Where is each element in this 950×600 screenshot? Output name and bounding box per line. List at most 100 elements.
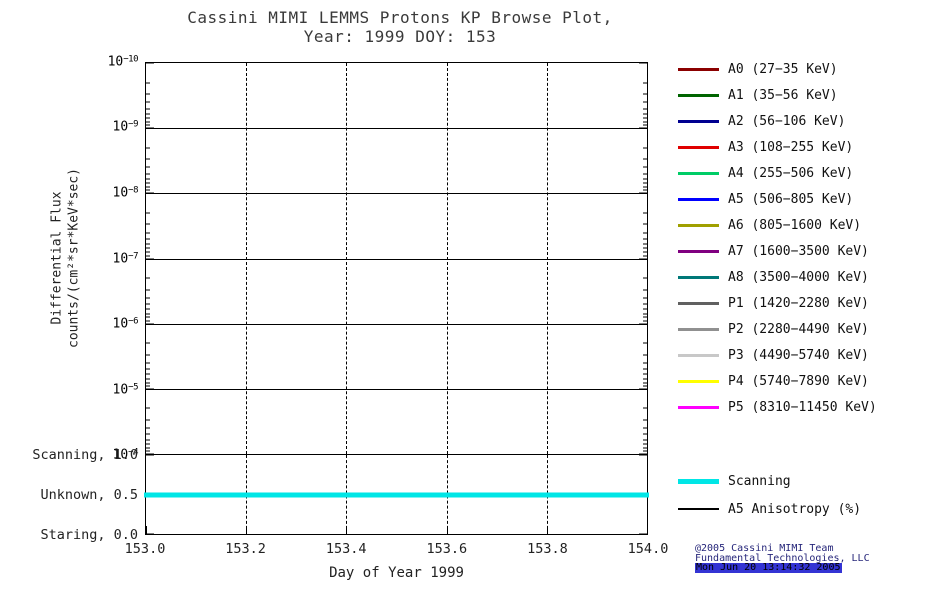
y-minor-tick (146, 450, 150, 452)
y-minor-tick (643, 447, 647, 449)
y-minor-tick (146, 407, 150, 409)
x-major-tick (146, 526, 147, 534)
legend-item: A1 (35−56 KeV) (678, 82, 877, 108)
y-minor-tick (146, 147, 150, 149)
y-minor-tick (643, 407, 647, 409)
status-major-tick (146, 454, 154, 456)
y-minor-tick (146, 297, 150, 299)
y-major-tick (639, 127, 647, 129)
legend-item: A6 (805−1600 KeV) (678, 212, 877, 238)
y-tick-label: 10−4 (112, 447, 139, 463)
y-minor-tick (146, 419, 150, 421)
y-minor-tick (146, 342, 150, 344)
y-minor-tick (643, 147, 647, 149)
y-major-tick (146, 323, 154, 325)
y-gridline (146, 388, 647, 390)
y-major-tick (146, 453, 154, 455)
legend-color-line (678, 301, 719, 305)
x-tick-label: 153.4 (325, 541, 367, 557)
y-minor-tick (146, 385, 150, 387)
x-tick-label: 153.8 (527, 541, 568, 557)
y-minor-tick (146, 243, 150, 245)
legend-color-line (678, 223, 719, 227)
legend-label: A8 (3500−4000 KeV) (728, 269, 869, 285)
y-minor-tick (643, 166, 647, 168)
y-minor-tick (643, 158, 647, 160)
legend-item: P5 (8310−11450 KeV) (678, 394, 877, 420)
y-minor-tick (146, 427, 150, 429)
y-minor-tick (146, 443, 150, 445)
y-gridline (146, 323, 647, 325)
y-minor-tick (643, 178, 647, 180)
y-minor-tick (643, 113, 647, 115)
status-tick-label: Scanning, 1.0 (32, 447, 138, 463)
y-minor-tick (146, 121, 150, 123)
y-minor-tick (146, 124, 150, 126)
legend-label: A4 (255−506 KeV) (728, 165, 854, 181)
status-axis-tick-labels: Scanning, 1.0 Unknown, 0.5 Staring, 0.0 (6, 447, 138, 543)
x-major-tick (647, 526, 648, 534)
y-major-tick (146, 127, 154, 129)
timestamp-highlighted: Mon Jun 20 13:14:32 2005 (695, 562, 842, 573)
legend-item: A4 (255−506 KeV) (678, 160, 877, 186)
y-minor-tick (643, 342, 647, 344)
y-minor-tick (146, 433, 150, 435)
y-minor-tick (643, 251, 647, 253)
legend-color-line (678, 197, 719, 201)
y-major-tick (639, 453, 647, 455)
legend-item: A2 (56−106 KeV) (678, 108, 877, 134)
legend-item: P2 (2280−4490 KeV) (678, 316, 877, 342)
y-minor-tick (643, 223, 647, 225)
legend-label: P3 (4490−5740 KeV) (728, 347, 869, 363)
y-minor-tick (146, 212, 150, 214)
legend-color-line (678, 249, 719, 253)
legend-item: A5 Anisotropy (%) (678, 495, 861, 523)
chart-title-line1: Cassini MIMI LEMMS Protons KP Browse Plo… (187, 8, 613, 27)
credit-line2: Fundamental Technologies, LLC (695, 552, 870, 564)
y-minor-tick (146, 93, 150, 95)
y-minor-tick (146, 313, 150, 315)
status-tick-label: Unknown, 0.5 (40, 487, 138, 503)
x-gridline (346, 63, 348, 454)
y-minor-tick (643, 373, 647, 375)
x-tick-label: 153.2 (225, 541, 266, 557)
y-minor-tick (643, 439, 647, 441)
legend-item: A8 (3500−4000 KeV) (678, 264, 877, 290)
y-minor-tick (146, 82, 150, 84)
y-minor-tick (643, 108, 647, 110)
y-tick-label: 10−7 (112, 251, 139, 266)
y-minor-tick (146, 238, 150, 240)
x-axis-title: Day of Year 1999 (329, 565, 464, 581)
y-minor-tick (146, 308, 150, 310)
legend-label: A1 (35−56 KeV) (728, 87, 838, 103)
y-tick-label: 10−5 (112, 382, 139, 397)
x-major-tick (546, 526, 548, 534)
y-minor-tick (643, 82, 647, 84)
legend-color-line (678, 275, 719, 279)
y-minor-tick (146, 189, 150, 191)
y-minor-tick (643, 378, 647, 380)
x-tick-label: 154.0 (627, 541, 669, 557)
y-minor-tick (643, 255, 647, 257)
y-minor-tick (643, 427, 647, 429)
x-major-tick (446, 526, 448, 534)
y-minor-tick (146, 354, 150, 356)
y-minor-tick (146, 289, 150, 291)
y-minor-tick (146, 166, 150, 168)
y-minor-tick (643, 238, 647, 240)
y-minor-tick (146, 186, 150, 188)
legend-item: A7 (1600−3500 KeV) (678, 238, 877, 264)
y-minor-tick (146, 303, 150, 305)
legend-label: A5 Anisotropy (%) (728, 501, 862, 517)
y-minor-tick (643, 186, 647, 188)
y-major-tick (146, 62, 154, 64)
y-minor-tick (643, 354, 647, 356)
legend-label: P1 (1420−2280 KeV) (728, 295, 869, 311)
y-axis-title-line1: Differential Flux (49, 191, 65, 325)
y-minor-tick (146, 362, 150, 364)
y-minor-tick (643, 289, 647, 291)
y-axis-tick-labels: 10−10 10−9 10−8 10−7 10−6 10−5 10−4 (82, 55, 139, 463)
y-minor-tick (146, 182, 150, 184)
y-minor-tick (643, 303, 647, 305)
